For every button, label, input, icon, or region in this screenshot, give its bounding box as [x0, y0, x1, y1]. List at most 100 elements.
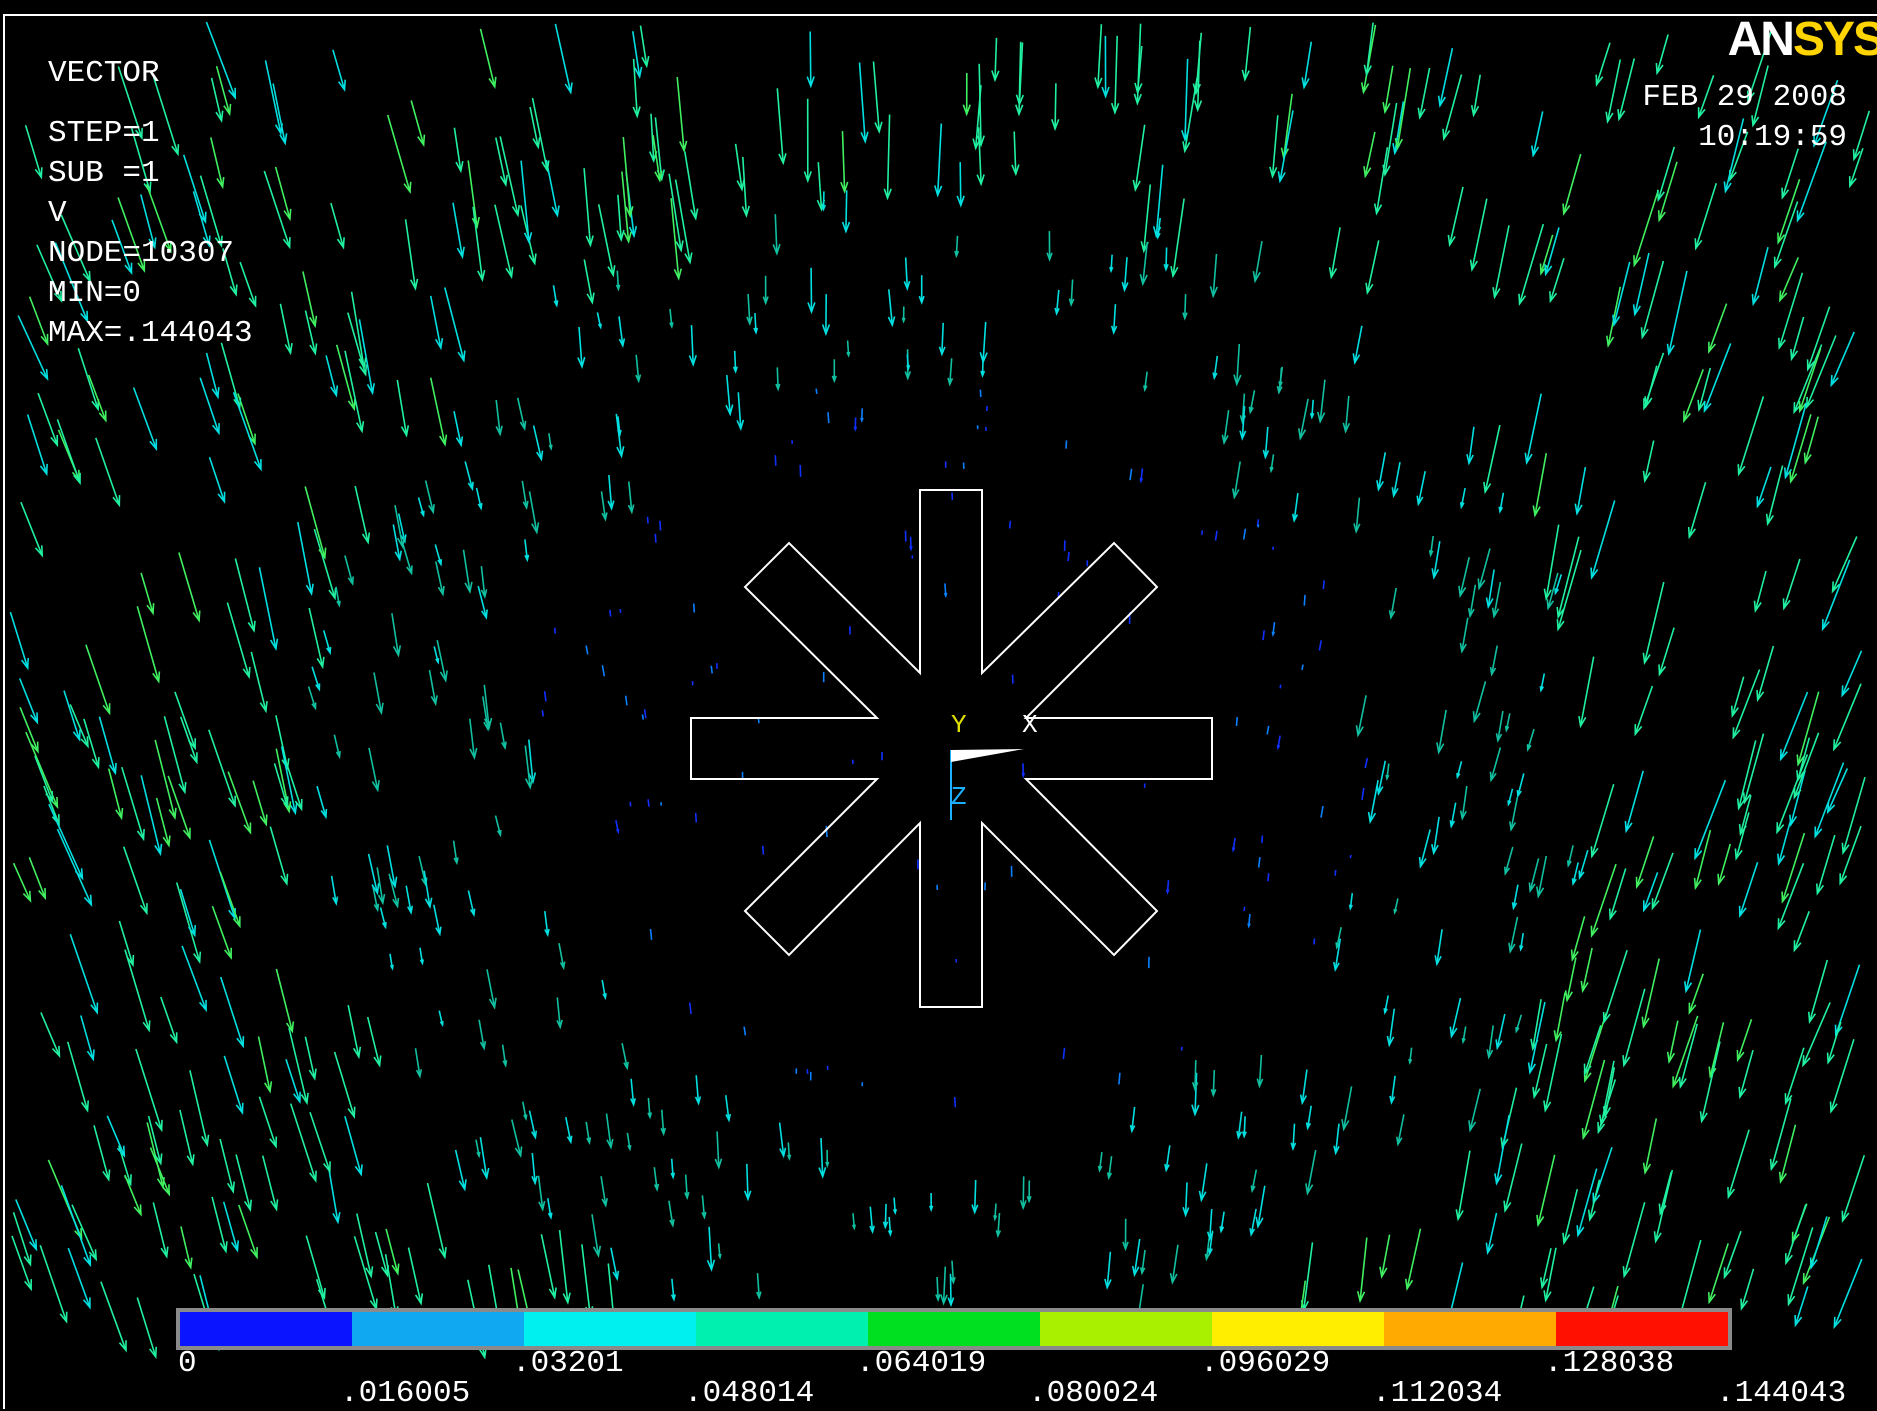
vector-arrow	[1302, 665, 1303, 670]
vector-arrow	[1450, 187, 1463, 245]
vector-arrow	[1474, 681, 1485, 721]
vector-arrow	[303, 271, 315, 325]
vector-arrow	[1495, 225, 1509, 297]
vector-arrow	[58, 829, 92, 905]
ansys-logo: ANSYS	[1728, 12, 1877, 67]
vector-arrow	[101, 1282, 126, 1351]
vector-arrow	[1608, 287, 1620, 346]
time-label: 10:19:59	[1642, 118, 1847, 158]
vector-arrow	[1634, 190, 1658, 265]
vector-arrow	[1350, 855, 1351, 858]
vector-arrow	[642, 715, 643, 720]
vector-arrow	[29, 857, 45, 898]
vector-arrow	[1624, 1202, 1645, 1276]
vector-arrow	[938, 124, 942, 196]
vector-arrow	[1185, 59, 1188, 140]
vector-arrow	[975, 1180, 976, 1212]
vector-arrow	[289, 1028, 307, 1103]
vector-arrow	[1572, 916, 1584, 959]
vector-arrow	[220, 1139, 233, 1192]
vector-arrow	[107, 1116, 124, 1156]
vector-arrow	[180, 1110, 193, 1164]
vector-arrow	[1689, 482, 1705, 537]
vector-arrow	[860, 63, 866, 142]
vector-arrow	[843, 131, 845, 191]
vector-arrow	[431, 378, 445, 445]
vector-arrow	[1558, 550, 1581, 629]
vector-arrow	[20, 678, 38, 722]
vector-arrow	[137, 1298, 155, 1357]
vector-arrow	[1592, 864, 1616, 936]
vector-arrow	[1585, 1025, 1601, 1073]
vector-arrow	[119, 921, 132, 965]
legend-tick-upper: 0	[178, 1346, 197, 1381]
vector-arrow	[775, 455, 776, 466]
vector-arrow	[1669, 271, 1687, 354]
vector-arrow	[1660, 1172, 1671, 1213]
vector-arrow	[1273, 115, 1278, 176]
vector-arrow	[599, 204, 614, 275]
vector-arrow	[1686, 930, 1701, 992]
vector-arrow	[40, 1245, 66, 1321]
vector-arrow	[1534, 1044, 1546, 1097]
vector-arrow	[1823, 560, 1850, 629]
vector-arrow	[1831, 1039, 1854, 1111]
vector-arrow	[542, 710, 543, 716]
vector-arrow	[1635, 686, 1652, 734]
legend-swatch	[1212, 1312, 1384, 1346]
vector-arrow	[1657, 35, 1668, 74]
vector-arrow	[1779, 273, 1802, 348]
vector-arrow	[335, 1052, 355, 1117]
vector-arrow	[57, 419, 80, 483]
vector-arrow	[545, 691, 546, 701]
vector-arrow	[648, 799, 649, 806]
vector-arrow	[298, 522, 312, 594]
vector-arrow	[1696, 183, 1717, 248]
vector-arrow	[445, 288, 464, 361]
vector-arrow	[816, 389, 817, 394]
vector-arrow	[406, 219, 416, 288]
vector-arrow	[1834, 1259, 1861, 1327]
vector-arrow	[1135, 125, 1144, 190]
vector-arrow	[696, 813, 697, 823]
vector-arrow	[744, 1027, 745, 1036]
vector-arrow	[690, 1003, 691, 1014]
vector-arrow	[1362, 788, 1364, 800]
vector-arrow	[1538, 1155, 1555, 1225]
vector-arrow	[94, 1125, 109, 1179]
vector-arrow	[1637, 836, 1654, 886]
info-line: STEP=1	[48, 114, 253, 154]
vector-arrow	[1440, 48, 1452, 105]
vector-arrow	[314, 529, 335, 598]
vector-arrow	[521, 161, 529, 242]
vector-arrow	[555, 628, 556, 634]
vector-arrow	[326, 355, 336, 395]
vector-arrow	[1619, 59, 1634, 120]
vector-arrow	[273, 84, 285, 144]
vector-arrow	[1335, 870, 1336, 876]
vector-arrow	[1710, 1022, 1723, 1076]
vector-arrow	[1781, 692, 1808, 759]
vector-arrow	[951, 1274, 952, 1305]
vector-arrow	[1592, 784, 1614, 856]
vector-arrow	[694, 604, 695, 613]
vector-arrow	[1580, 850, 1588, 878]
vector-arrow	[38, 393, 57, 445]
vector-arrow	[660, 521, 661, 531]
vector-arrow	[309, 608, 322, 667]
legend-tick-lower: .112034	[1372, 1376, 1502, 1411]
vector-arrow	[1719, 844, 1731, 884]
legend-tick-upper: .128038	[1544, 1346, 1674, 1381]
vector-arrow	[251, 652, 266, 711]
vector-arrow	[61, 1185, 90, 1265]
vector-arrow	[1728, 1130, 1749, 1197]
velocity-vectors	[10, 22, 1869, 1357]
vector-arrow	[1491, 748, 1500, 781]
vector-arrow	[1245, 27, 1251, 80]
vector-arrow	[1689, 974, 1703, 1013]
vector-arrow	[1280, 685, 1281, 689]
vector-arrow	[376, 1232, 388, 1275]
vector-arrow	[677, 77, 684, 150]
